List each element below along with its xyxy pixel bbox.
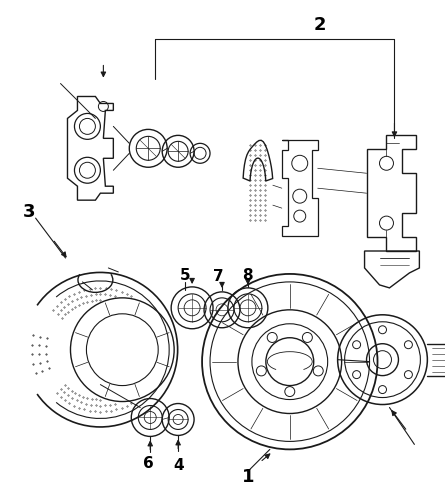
Text: 4: 4	[173, 458, 183, 473]
Text: 6: 6	[143, 456, 153, 471]
Text: 2: 2	[314, 16, 326, 34]
Text: 5: 5	[180, 269, 190, 283]
Text: 1: 1	[242, 468, 254, 486]
Text: 8: 8	[243, 269, 253, 283]
Text: 7: 7	[213, 270, 223, 284]
Text: 3: 3	[22, 203, 35, 221]
